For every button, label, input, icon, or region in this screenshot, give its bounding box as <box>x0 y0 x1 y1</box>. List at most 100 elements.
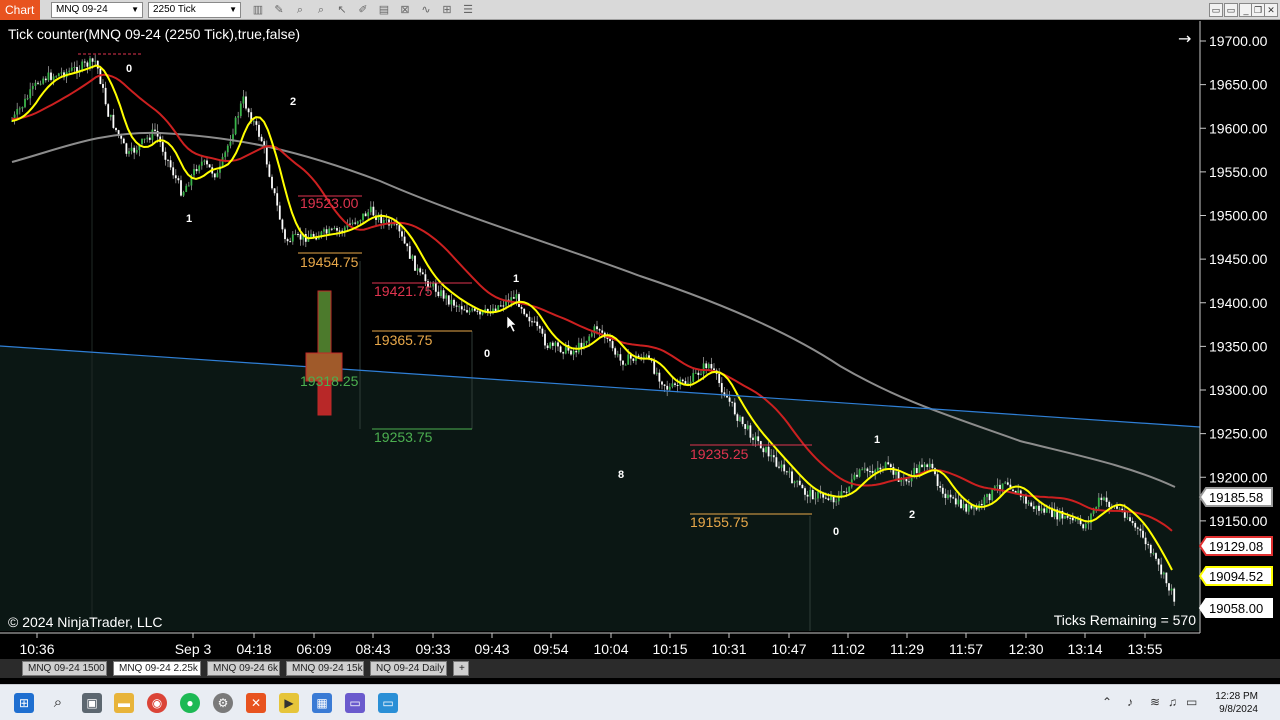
chart-toolbar: Chart MNQ 09-24 ▼ 2250 Tick ▼ ▥ ✎ ⌕ ⌕ ↖ … <box>0 0 1280 20</box>
bar-body <box>133 147 136 153</box>
strategies-icon[interactable]: ⊞ <box>442 4 452 16</box>
risk-box[interactable] <box>317 380 332 416</box>
bar-body <box>601 330 604 333</box>
bar-body <box>138 144 141 151</box>
bar-body <box>398 225 401 232</box>
data-box-icon[interactable]: ☰ <box>463 4 473 16</box>
crosshair-icon[interactable]: ⊠ <box>400 4 410 16</box>
tray-chevron-up-icon[interactable]: ⌃ <box>1102 695 1113 709</box>
bar-type-selector[interactable]: 2250 Tick ▼ <box>148 2 241 18</box>
wifi-icon[interactable]: ≋ <box>1150 695 1161 709</box>
indicators-icon[interactable]: ∿ <box>421 4 431 16</box>
bar-body <box>988 494 991 501</box>
trend-line[interactable] <box>0 345 1201 428</box>
price-bars <box>11 54 1176 606</box>
properties-icon[interactable]: ✐ <box>358 4 368 16</box>
microphone-icon[interactable]: ♪ <box>1127 695 1133 709</box>
line-icon[interactable]: ● <box>180 693 200 713</box>
copyright-label: © 2024 NinjaTrader, LLC <box>8 614 163 630</box>
chart-app-tab[interactable]: Chart <box>0 0 40 20</box>
chart-tab-1[interactable]: MNQ 09-24 2.25k <box>113 661 201 676</box>
bars-style-icon[interactable]: ▥ <box>252 4 264 16</box>
bar-body <box>848 486 851 493</box>
close-icon[interactable]: ✕ <box>1264 3 1278 17</box>
bar-body <box>801 484 804 489</box>
bar-body <box>382 219 385 224</box>
bar-body <box>1043 508 1046 513</box>
instrument-selector[interactable]: MNQ 09-24 ▼ <box>51 2 143 18</box>
bar-body <box>265 146 268 165</box>
bar-body <box>31 86 34 90</box>
reward-box[interactable] <box>317 290 332 356</box>
bar-body <box>960 499 962 509</box>
arrow-right-icon[interactable]: → <box>1178 29 1191 48</box>
bar-body <box>892 467 895 475</box>
calculator-icon[interactable]: ▦ <box>312 693 332 713</box>
settings-gear-icon[interactable]: ⚙ <box>213 693 233 713</box>
bar-body <box>94 60 97 62</box>
bar-body <box>401 231 403 237</box>
chart-canvas[interactable]: 19523.00 19454.75 19421.75 19365.75 19318.25… <box>0 21 1280 661</box>
zoom-out-icon[interactable]: ⌕ <box>317 4 325 16</box>
level-label: 19253.75 <box>374 429 433 445</box>
chart-tab-0[interactable]: MNQ 09-24 1500 <box>22 661 107 676</box>
pointer-icon[interactable]: ↖ <box>337 4 347 16</box>
zoom-in-icon[interactable]: ⌕ <box>296 4 304 16</box>
bar-body <box>1149 544 1152 554</box>
bar-body <box>221 157 224 167</box>
bar-body <box>271 176 273 189</box>
bar-body <box>502 305 505 307</box>
bar-body <box>554 342 557 346</box>
bar-body <box>164 151 167 160</box>
chart-tab-3[interactable]: MNQ 09-24 15k <box>286 661 364 676</box>
bar-body <box>806 494 809 497</box>
bar-body <box>473 308 476 311</box>
speaker-icon[interactable]: ♫ <box>1168 695 1177 709</box>
system-clock[interactable]: 12:28 PM 9/8/2024 <box>1215 690 1258 716</box>
level-label: 19454.75 <box>300 254 359 270</box>
ninjatrader-icon[interactable]: ✕ <box>246 693 266 713</box>
sticky-app-icon[interactable]: ▶ <box>279 693 299 713</box>
bar-body <box>338 230 341 232</box>
bar-body <box>250 112 253 122</box>
bar-body <box>609 338 611 342</box>
bar-body <box>1168 583 1170 591</box>
bar-body <box>752 437 754 440</box>
bar-body <box>369 206 372 213</box>
price-tick-label: 19350.00 <box>1209 338 1268 354</box>
bar-body <box>536 321 539 326</box>
media-app-icon[interactable]: ▭ <box>345 693 365 713</box>
dock-icon[interactable]: ▭ <box>1209 3 1223 17</box>
bar-body <box>866 468 869 472</box>
mouse-cursor-icon <box>506 315 517 333</box>
draw-tool-icon[interactable]: ✎ <box>274 4 284 16</box>
chrome-icon[interactable]: ◉ <box>147 693 167 713</box>
battery-icon[interactable]: ▭ <box>1186 695 1198 709</box>
price-chart[interactable]: 19523.00 19454.75 19421.75 19365.75 19318.25… <box>0 21 1280 661</box>
chart-tab-2[interactable]: MNQ 09-24 6k <box>207 661 280 676</box>
bar-body <box>835 501 838 503</box>
restore-icon[interactable]: ❐ <box>1251 3 1265 17</box>
bar-body <box>694 372 697 374</box>
search-icon[interactable]: ⌕ <box>53 694 63 711</box>
file-explorer-icon[interactable]: ▬ <box>114 693 134 713</box>
swing-count-label: 0 <box>126 63 132 75</box>
bar-body <box>598 329 601 331</box>
price-tick-label: 19500.00 <box>1209 208 1268 224</box>
templates-icon[interactable]: ▤ <box>378 4 390 16</box>
bar-body <box>1064 516 1066 519</box>
chart-tab-4[interactable]: NQ 09-24 Daily <box>370 661 447 676</box>
bar-body <box>923 464 926 468</box>
bar-body <box>884 462 887 470</box>
bar-body <box>122 138 125 144</box>
price-badge-label: 19058.00 <box>1209 601 1263 616</box>
add-tab-button[interactable]: + <box>453 661 469 676</box>
entry-box[interactable] <box>305 352 343 382</box>
bar-body <box>658 372 661 382</box>
bar-body <box>871 471 874 473</box>
bar-body <box>616 354 619 356</box>
mail-app-icon[interactable]: ▭ <box>378 693 398 713</box>
windows-start-icon[interactable]: ⊞ <box>14 693 34 713</box>
tile-icon[interactable]: ▭ <box>1224 3 1238 17</box>
task-view-icon[interactable]: ▣ <box>82 693 102 713</box>
